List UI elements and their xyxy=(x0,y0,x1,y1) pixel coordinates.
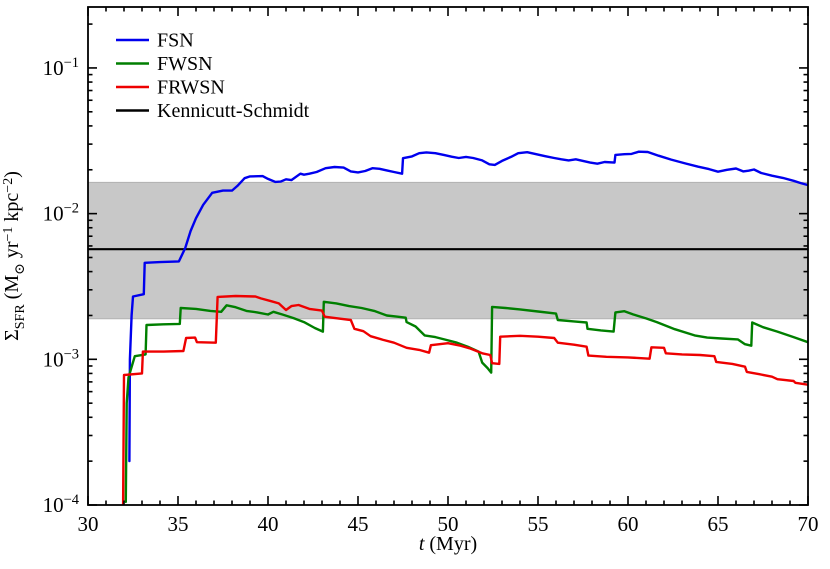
tick-labels: 30 35 40 45 50 55 60 65 70 10−1 10−2 10−3 10−4 xyxy=(43,55,819,536)
fwsn-line xyxy=(124,300,808,504)
legend-item: FSN xyxy=(116,30,194,52)
y-tick-label: 10−4 xyxy=(43,492,80,517)
legend-item: Kennicutt-Schmidt xyxy=(116,100,310,122)
ks-uncertainty-band xyxy=(88,182,808,319)
x-tick-label: 65 xyxy=(708,512,729,536)
x-tick-label: 45 xyxy=(348,512,369,536)
y-axis-label-part: ⊙ xyxy=(13,263,28,275)
y-tick-label: 10−3 xyxy=(43,346,79,371)
y-axis-label-part: −1 xyxy=(1,227,16,242)
y-axis-label: ΣSFR (M⊙ yr−1 kpc−2) xyxy=(1,171,28,341)
axes-frame xyxy=(87,6,809,506)
x-tick-label: 40 xyxy=(258,512,279,536)
y-axis-label-part: Σ xyxy=(1,329,23,341)
x-tick-label: 60 xyxy=(618,512,639,536)
y-axis-label-part: −2 xyxy=(1,178,16,193)
x-tick-label: 70 xyxy=(798,512,819,536)
y-axis-label-part: yr xyxy=(1,241,23,263)
y-axis-label-part: SFR xyxy=(13,304,28,330)
frwsn-line xyxy=(121,294,808,505)
x-tick-label: 35 xyxy=(168,512,189,536)
legend-item: FRWSN xyxy=(116,77,225,99)
legend-label: Kennicutt-Schmidt xyxy=(157,100,310,122)
y-tick-label: 10−1 xyxy=(43,55,79,80)
x-axis-label: t (Myr) xyxy=(419,533,477,555)
y-tick-label: 10−2 xyxy=(43,201,79,226)
legend-label: FRWSN xyxy=(157,77,225,99)
x-axis-label-unit: (Myr) xyxy=(424,533,477,555)
x-tick-label: 30 xyxy=(78,512,99,536)
x-tick-label: 50 xyxy=(438,512,459,536)
y-axis-label-part: (M xyxy=(1,275,23,305)
legend-label: FWSN xyxy=(157,53,213,75)
plot-area xyxy=(88,150,808,505)
x-tick-label: 55 xyxy=(528,512,549,536)
legend-item: FWSN xyxy=(116,53,213,75)
legend-label: FSN xyxy=(157,30,194,52)
fsn-line xyxy=(128,150,808,463)
y-axis-label-part: ) xyxy=(1,171,23,178)
x-axis-label-variable: t xyxy=(419,533,425,555)
y-axis-label-part: kpc xyxy=(1,193,23,227)
